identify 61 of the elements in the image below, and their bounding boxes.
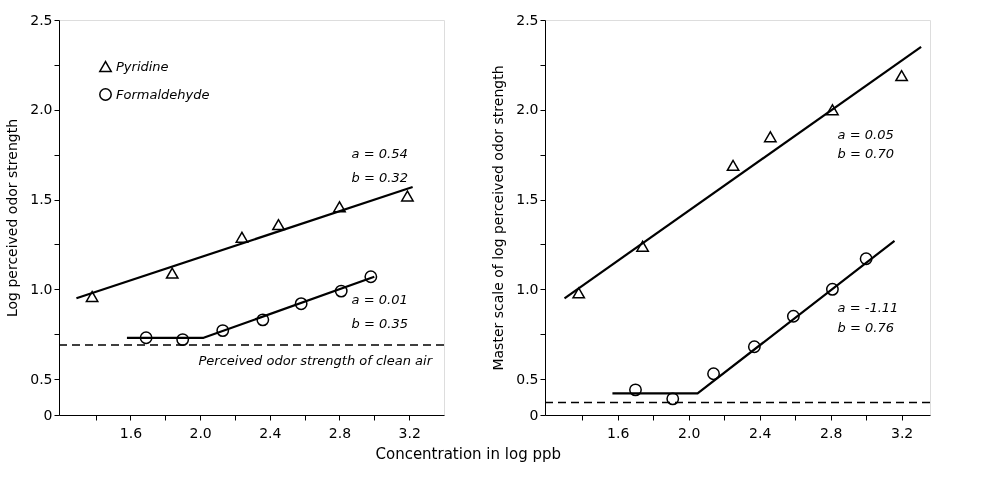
point (572, 287, 586, 299)
point (666, 392, 680, 406)
point (747, 340, 761, 354)
point (786, 309, 800, 323)
point (400, 190, 414, 202)
x-tick-label: 1.6 (607, 424, 630, 441)
x-tick-label: 2.8 (328, 424, 352, 441)
y-axis-title: Log perceived odor strength (4, 118, 21, 318)
y-tick-label: 0 (43, 406, 53, 423)
y-tick-label: 1.0 (30, 280, 53, 297)
point (726, 159, 740, 172)
point (165, 267, 179, 279)
point (859, 252, 873, 266)
point (636, 240, 650, 252)
point (272, 218, 285, 231)
point (176, 333, 190, 347)
legend-label: Formaldehyde (116, 86, 210, 102)
x-tick-label: 2.0 (189, 424, 212, 441)
y-tick-label: 2.0 (30, 101, 53, 118)
x-tick-label: 2.4 (749, 424, 772, 441)
point (85, 290, 99, 303)
x-tick-label: 2.8 (820, 424, 843, 441)
annotation: a = 0.05 (837, 126, 894, 142)
annotation: b = 0.76 (837, 320, 894, 336)
x-axis-title: Concentration in log ppb (375, 444, 562, 463)
point (629, 383, 642, 397)
y-tick-label: 0.5 (30, 370, 53, 387)
x-tick-label: 3.2 (890, 424, 914, 441)
annotation: a = 0.01 (351, 292, 408, 308)
x-tick-label: 1.6 (119, 424, 143, 441)
annotation: a = -1.11 (837, 300, 899, 316)
annotation: b = 0.70 (837, 146, 894, 162)
point (707, 367, 720, 381)
point (256, 313, 270, 327)
y-tick-label: 1.5 (516, 191, 539, 208)
point (294, 297, 308, 311)
y-tick-label: 0.5 (516, 370, 539, 387)
point (763, 131, 777, 143)
annotation: b = 0.35 (351, 316, 408, 332)
y-tick-label: 2.5 (516, 11, 539, 28)
y-tick-label: 2.0 (516, 101, 539, 118)
point (825, 282, 839, 296)
point (216, 324, 230, 338)
annotation: a = 0.54 (351, 146, 408, 162)
point (825, 104, 839, 116)
x-tick-label: 3.2 (398, 424, 421, 441)
x-tick-label: 2.4 (259, 424, 282, 441)
point (235, 231, 249, 243)
legend-label: Pyridine (116, 58, 169, 74)
y-tick-label: 1.0 (516, 280, 539, 297)
y-axis-title: Master scale of log perceived odor strength (490, 65, 507, 371)
y-tick-label: 2.5 (30, 11, 53, 28)
point (333, 201, 346, 213)
y-tick-label: 1.5 (30, 191, 53, 208)
point (139, 331, 153, 345)
point (895, 69, 909, 82)
x-tick-label: 2.0 (678, 424, 701, 441)
ref-line-label: Perceived odor strength of clean air (198, 352, 434, 368)
point (334, 284, 348, 298)
annotation: b = 0.32 (351, 170, 408, 185)
y-tick-label: 0 (529, 406, 539, 423)
